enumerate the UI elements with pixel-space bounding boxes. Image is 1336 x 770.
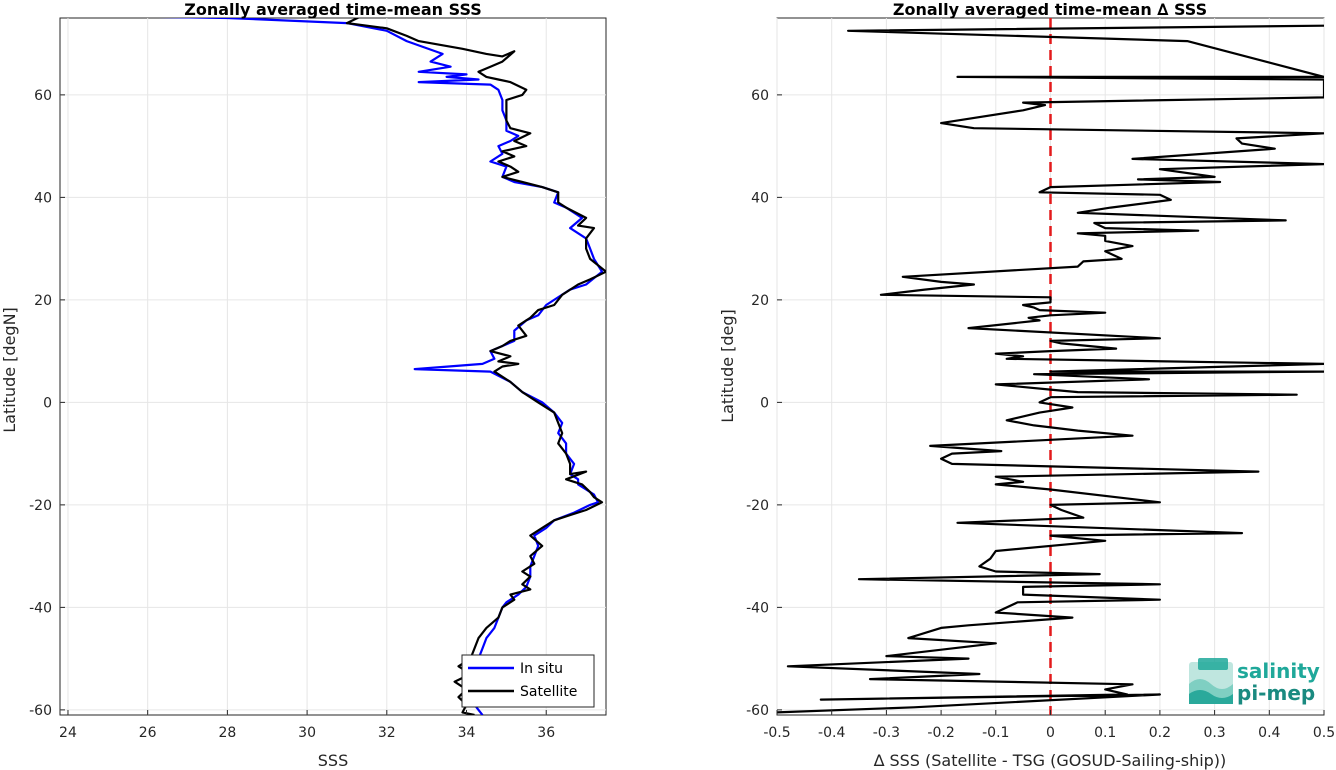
- left-y-tick-label: 0: [43, 395, 52, 411]
- left-y-tick-label: 60: [34, 88, 52, 104]
- left-grid: [60, 18, 606, 715]
- right-x-tick-label: 0.4: [1258, 725, 1280, 741]
- left-x-tick-label: 28: [218, 725, 236, 741]
- right-x-tick-label: 0.5: [1313, 725, 1335, 741]
- right-ticks: -0.5 -0.4 -0.3 -0.2 -0.1 0 0.1 0.2 0.3 0.4 0.5 -60 -…: [746, 88, 1335, 741]
- left-y-tick-label: 40: [34, 190, 52, 206]
- left-x-tick-label: 32: [378, 725, 396, 741]
- left-ticks: 24 26 28 30 32 34 36 -60 -40 -20 0 20 40 60: [29, 88, 555, 741]
- left-x-tick-label: 26: [139, 725, 157, 741]
- right-panel: -0.5 -0.4 -0.3 -0.2 -0.1 0 0.1 0.2 0.3 0.4 0.5 -60 -…: [718, 0, 1335, 770]
- right-y-tick-label: 20: [751, 293, 769, 309]
- legend: In situ Satellite: [461, 654, 595, 708]
- right-x-tick-label: -0.4: [818, 725, 845, 741]
- left-x-tick-label: 34: [458, 725, 476, 741]
- left-x-tick-label: 30: [298, 725, 316, 741]
- left-plot-area: [59, 17, 607, 716]
- right-x-tick-label: -0.3: [873, 725, 900, 741]
- right-x-tick-label: -0.1: [982, 725, 1009, 741]
- left-x-tick-label: 36: [537, 725, 555, 741]
- right-x-tick-label: 0.2: [1149, 725, 1171, 741]
- right-y-tick-label: 60: [751, 88, 769, 104]
- left-y-axis-label: Latitude [degN]: [0, 307, 19, 433]
- left-y-tick-label: -40: [29, 600, 52, 616]
- right-x-tick-label: 0: [1046, 725, 1055, 741]
- left-panel: 24 26 28 30 32 34 36 -60 -40 -20 0 20 40 60 Zonally a…: [0, 0, 607, 770]
- legend-label-satellite: Satellite: [520, 684, 577, 700]
- logo-text-salinity: salinity: [1237, 659, 1320, 683]
- right-series-line-delta-sss: [777, 24, 1324, 714]
- legend-box: [461, 654, 595, 708]
- left-y-tick-label: -60: [29, 703, 52, 719]
- left-x-tick-label: 24: [59, 725, 77, 741]
- right-x-tick-label: -0.5: [763, 725, 790, 741]
- right-x-axis-label: ∆ SSS (Satellite - TSG (GOSUD-Sailing-sh…: [873, 751, 1227, 770]
- right-y-axis-label: Latitude [deg]: [718, 309, 737, 423]
- left-y-tick-label: -20: [29, 498, 52, 514]
- right-x-tick-label: 0.1: [1094, 725, 1116, 741]
- logo-text-pi-mep: pi-mep: [1237, 681, 1315, 705]
- left-chart-title: Zonally averaged time-mean SSS: [184, 0, 482, 19]
- right-y-tick-label: -60: [746, 703, 769, 719]
- right-y-tick-label: 40: [751, 190, 769, 206]
- right-y-tick-label: 0: [760, 395, 769, 411]
- left-series-line-satellite: [345, 18, 606, 715]
- salinity-pi-mep-logo: salinity pi-mep: [1189, 658, 1320, 705]
- right-y-tick-label: -40: [746, 600, 769, 616]
- right-x-tick-label: 0.3: [1203, 725, 1225, 741]
- legend-label-in-situ: In situ: [520, 661, 563, 677]
- left-series-group: [158, 18, 606, 715]
- right-x-tick-label: -0.2: [927, 725, 954, 741]
- left-y-tick-label: 20: [34, 293, 52, 309]
- right-y-tick-label: -20: [746, 498, 769, 514]
- right-series-group: [777, 18, 1324, 715]
- salinity-waves-logo-icon: [1189, 658, 1233, 704]
- right-chart-title: Zonally averaged time-mean ∆ SSS: [893, 0, 1207, 19]
- left-x-axis-label: SSS: [318, 751, 348, 770]
